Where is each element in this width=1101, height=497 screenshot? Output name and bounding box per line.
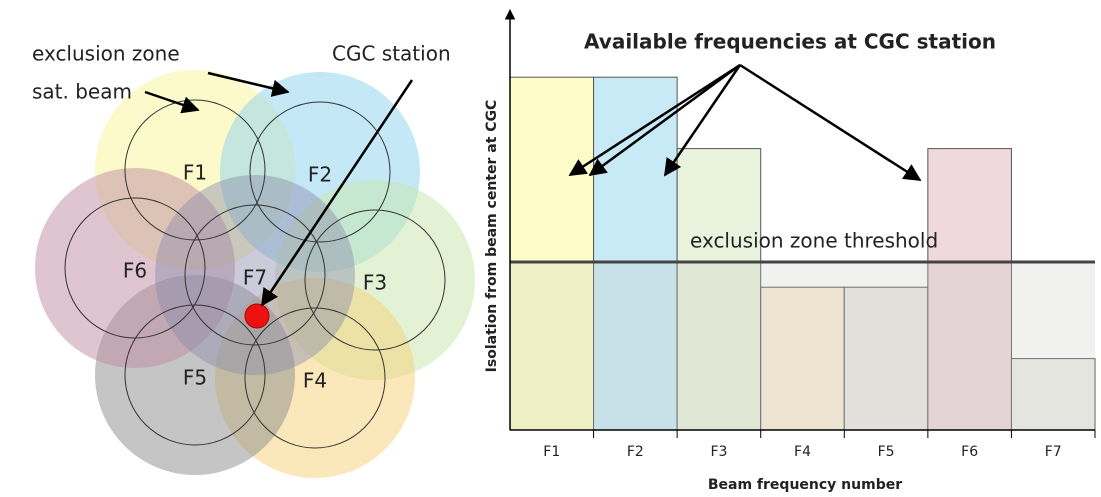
x-tick-label: F6 bbox=[961, 444, 978, 460]
arrow bbox=[144, 90, 200, 114]
arrow bbox=[663, 64, 742, 177]
sat-beam-label: sat. beam bbox=[32, 80, 132, 104]
chart: F1 F2 F3 F4 F5 F6 F7 exclusion zone threshold bbox=[504, 8, 1096, 460]
exclusion-zone bbox=[244, 307, 386, 449]
exclusion-zone-label: exclusion zone bbox=[32, 42, 180, 66]
beam-coverage bbox=[35, 168, 235, 368]
bar bbox=[843, 286, 929, 431]
bar bbox=[760, 286, 845, 431]
beam-label: F5 bbox=[183, 366, 207, 390]
arrow bbox=[739, 63, 922, 182]
x-tick-label: F1 bbox=[543, 444, 560, 460]
exclusion-zone bbox=[184, 204, 326, 346]
beam-diagram: F1 F2 F3 F4 F5 F6 F7 bbox=[35, 70, 475, 478]
arrow bbox=[207, 71, 290, 97]
chart-title: Available frequencies at CGC station bbox=[584, 30, 996, 54]
exclusion-zone bbox=[249, 101, 391, 243]
beam-label: F6 bbox=[123, 259, 147, 283]
below-threshold-shade bbox=[510, 262, 1095, 430]
x-tick-label: F3 bbox=[710, 444, 727, 460]
x-tick-label: F4 bbox=[794, 444, 811, 460]
arrow bbox=[568, 63, 741, 177]
beam-label: F3 bbox=[363, 271, 387, 295]
exclusion-zone bbox=[304, 209, 446, 351]
beam-label: F2 bbox=[308, 163, 332, 187]
x-tick-label: F2 bbox=[627, 444, 644, 460]
cgc-station-label: CGC station bbox=[332, 42, 451, 66]
bar bbox=[927, 148, 1012, 431]
beam-label: F1 bbox=[183, 161, 207, 185]
x-tick-label: F7 bbox=[1045, 444, 1062, 460]
beam-coverage bbox=[155, 175, 355, 375]
arrow bbox=[260, 79, 414, 307]
y-axis-label: Isolation from beam center at CGC bbox=[484, 100, 500, 373]
bar bbox=[593, 76, 678, 431]
exclusion-zone bbox=[64, 197, 206, 339]
x-axis-label: Beam frequency number bbox=[708, 477, 902, 493]
threshold-label: exclusion zone threshold bbox=[690, 229, 938, 253]
beam-label: F7 bbox=[243, 266, 267, 290]
x-tick-label: F5 bbox=[878, 444, 895, 460]
arrow bbox=[588, 63, 741, 177]
cgc-station-dot bbox=[244, 303, 270, 329]
bar bbox=[509, 76, 595, 431]
beam-label: F4 bbox=[303, 369, 327, 393]
